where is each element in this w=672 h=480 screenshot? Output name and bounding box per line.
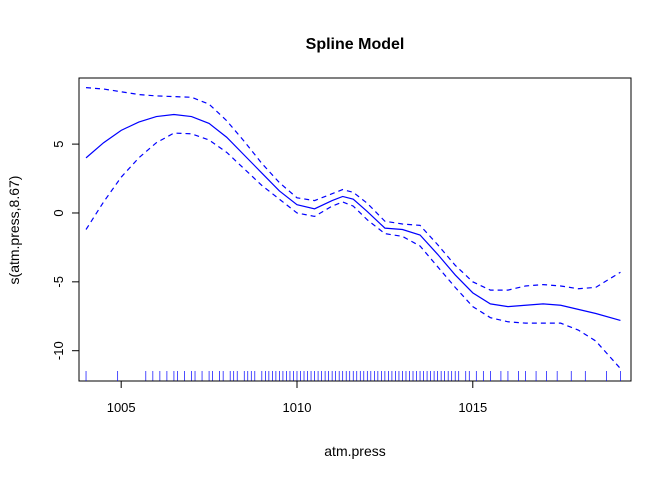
y-axis: -10 -5 0 5	[51, 140, 80, 360]
y-tick-label-0: -10	[51, 341, 66, 360]
x-tick-label-2: 1015	[458, 400, 487, 415]
y-tick-label-2: 0	[51, 209, 66, 216]
y-tick-label-3: 5	[51, 140, 66, 147]
y-tick-label-1: -5	[51, 276, 66, 288]
x-tick-label-0: 1005	[107, 400, 136, 415]
rug-marks	[85, 371, 621, 381]
chart-title: Spline Model	[306, 36, 405, 53]
series-lines	[85, 87, 621, 369]
plot-frame	[78, 77, 632, 382]
series-fit	[85, 113, 621, 321]
series-lower-ci	[85, 132, 621, 369]
x-axis-label: atm.press	[324, 443, 385, 459]
x-axis: 1005 1010 1015	[107, 380, 487, 415]
y-axis-label: s(atm.press,8.67)	[6, 176, 22, 285]
x-tick-label-1: 1010	[283, 400, 312, 415]
series-upper-ci	[85, 87, 621, 291]
